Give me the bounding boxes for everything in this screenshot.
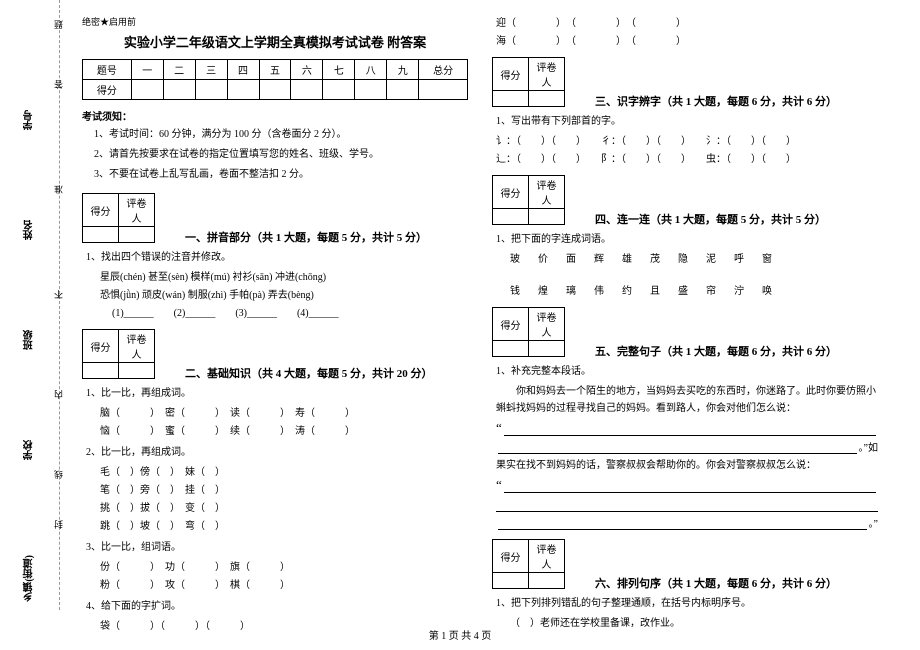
q2-row: 跳（ ）坡（ ） 弯（ ） bbox=[100, 518, 468, 536]
page-footer: 第 1 页 共 4 页 bbox=[0, 627, 920, 642]
quote-line: “ bbox=[496, 477, 878, 493]
score-box: 得分评卷人 bbox=[492, 307, 565, 357]
score-row-label: 得分 bbox=[83, 80, 132, 100]
binding-mark: 内 bbox=[52, 390, 65, 399]
q5-body2: 果实在找不到妈妈的话，警察叔叔会帮助你的。你会对警察叔叔怎么说： bbox=[496, 457, 878, 474]
secret-label: 绝密★启用前 bbox=[82, 15, 468, 28]
q2-row: 恼（ ） 蜜（ ） 续（ ） 涛（ ） bbox=[100, 423, 468, 441]
binding-mark: 封 bbox=[52, 520, 65, 529]
binding-mark: 线 bbox=[52, 470, 65, 479]
score-header: 总分 bbox=[419, 60, 468, 80]
q1-line: 恐惧(jǜn) 顽皮(wán) 制服(zhì) 手帕(pà) 弄去(bèng) bbox=[100, 287, 468, 305]
score-header: 一 bbox=[131, 60, 163, 80]
score-box: 得分评卷人 bbox=[492, 539, 565, 589]
score-header: 题号 bbox=[83, 60, 132, 80]
top-row: 海（ ） （ ） （ ） bbox=[496, 33, 878, 51]
binding-mark: 不 bbox=[52, 290, 65, 299]
q4-head: 1、把下面的字连成词语。 bbox=[496, 231, 878, 248]
left-column: 绝密★启用前 实验小学二年级语文上学期全真模拟考试试卷 附答案 题号 一 二 三… bbox=[70, 15, 480, 610]
notice-item: 2、请首先按要求在试卷的指定位置填写您的姓名、班级、学号。 bbox=[94, 147, 468, 163]
q3-head: 1、写出带有下列部首的字。 bbox=[496, 113, 878, 130]
score-header: 六 bbox=[291, 60, 323, 80]
q4-row1: 玻价面辉雄茂隐泥呼窗 bbox=[510, 251, 878, 269]
q2-h2: 2、比一比，再组成词。 bbox=[86, 444, 468, 461]
score-cell bbox=[131, 80, 163, 100]
top-row: 迎（ ） （ ） （ ） bbox=[496, 15, 878, 33]
binding-area: 乡镇(街道) 学校 班级 姓名 学号 封 线 内 不 准 答 题 bbox=[20, 0, 60, 610]
binding-label: 乡镇(街道) bbox=[22, 555, 37, 602]
score-header: 二 bbox=[163, 60, 195, 80]
page-content: 绝密★启用前 实验小学二年级语文上学期全真模拟考试试卷 附答案 题号 一 二 三… bbox=[0, 0, 920, 610]
q5-body: 你和妈妈去一个陌生的地方，当妈妈去买吃的东西时，你迷路了。此时你要仿照小蝌蚪找妈… bbox=[496, 383, 878, 417]
q2-h3: 3、比一比，组词语。 bbox=[86, 539, 468, 556]
q2-row: 笔（ ）旁（ ） 挂（ ） bbox=[100, 482, 468, 500]
binding-mark: 准 bbox=[52, 185, 65, 194]
score-box: 得分评卷人 bbox=[82, 193, 155, 243]
q2-row: 粉（ ） 攻（ ） 棋（ ） bbox=[100, 577, 468, 595]
q2-row: 份（ ） 功（ ） 旗（ ） bbox=[100, 559, 468, 577]
q2-row: 毛（ ）傍（ ） 妹（ ） bbox=[100, 464, 468, 482]
q3-line: 讠：（ ）（ ） 彳：（ ）（ ） 氵：（ ）（ ） bbox=[496, 133, 878, 151]
q1-line: 星辰(chén) 甚至(sèn) 模样(mú) 衬衫(sān) 冲进(chōng… bbox=[100, 269, 468, 287]
q6-head: 1、把下列排列错乱的句子整理通顺，在括号内标明序号。 bbox=[496, 595, 878, 612]
section-title-6: 六、排列句序（共 1 大题，每题 6 分，共计 6 分） bbox=[595, 575, 837, 591]
score-box: 得分评卷人 bbox=[492, 175, 565, 225]
exam-title: 实验小学二年级语文上学期全真模拟考试试卷 附答案 bbox=[82, 32, 468, 51]
score-header: 四 bbox=[227, 60, 259, 80]
q2-h1: 1、比一比，再组成词。 bbox=[86, 385, 468, 402]
binding-label: 班级 bbox=[22, 330, 37, 350]
q2-row: 挑（ ）拔（ ） 变（ ） bbox=[100, 500, 468, 518]
section-title-1: 一、拼音部分（共 1 大题，每题 5 分，共计 5 分） bbox=[185, 229, 427, 245]
q2-h4: 4、给下面的字扩词。 bbox=[86, 598, 468, 615]
q1-head: 1、找出四个错误的注音并修改。 bbox=[86, 249, 468, 266]
notice-item: 1、考试时间：60 分钟，满分为 100 分（含卷面分 2 分）。 bbox=[94, 127, 468, 143]
q3-line: 辶：（ ）（ ） 阝：（ ）（ ） 虫：（ ）（ ） bbox=[496, 151, 878, 169]
binding-mark: 答 bbox=[52, 80, 65, 89]
score-header: 八 bbox=[355, 60, 387, 80]
score-header: 三 bbox=[195, 60, 227, 80]
score-box: 得分评卷人 bbox=[492, 57, 565, 107]
q4-row2: 钱煌璃伟约且盛帘泞唤 bbox=[510, 283, 878, 301]
score-header: 七 bbox=[323, 60, 355, 80]
q1-blanks: (1)______ (2)______ (3)______ (4)______ bbox=[112, 305, 468, 323]
section-title-4: 四、连一连（共 1 大题，每题 5 分，共计 5 分） bbox=[595, 211, 826, 227]
score-header: 五 bbox=[259, 60, 291, 80]
score-header: 九 bbox=[387, 60, 419, 80]
right-column: 迎（ ） （ ） （ ） 海（ ） （ ） （ ） 得分评卷人 三、识字辨字（共… bbox=[480, 15, 890, 610]
binding-label: 学校 bbox=[22, 440, 37, 460]
notice-head: 考试须知： bbox=[82, 108, 468, 123]
quote-line: 。”如 bbox=[496, 439, 878, 454]
q2-row: 脑（ ） 密（ ） 读（ ） 寿（ ） bbox=[100, 405, 468, 423]
score-table: 题号 一 二 三 四 五 六 七 八 九 总分 得分 bbox=[82, 59, 468, 100]
section-title-3: 三、识字辨字（共 1 大题，每题 6 分，共计 6 分） bbox=[595, 93, 837, 109]
binding-mark: 题 bbox=[52, 20, 65, 29]
quote-line: “ bbox=[496, 420, 878, 436]
quote-line: 。” bbox=[496, 515, 878, 530]
blank-line bbox=[496, 496, 878, 512]
binding-label: 学号 bbox=[22, 110, 37, 130]
q5-head: 1、补充完整本段话。 bbox=[496, 363, 878, 380]
binding-label: 姓名 bbox=[22, 220, 37, 240]
section-title-2: 二、基础知识（共 4 大题，每题 5 分，共计 20 分） bbox=[185, 365, 433, 381]
section-title-5: 五、完整句子（共 1 大题，每题 6 分，共计 6 分） bbox=[595, 343, 837, 359]
score-box: 得分评卷人 bbox=[82, 329, 155, 379]
notice-item: 3、不要在试卷上乱写乱画，卷面不整洁扣 2 分。 bbox=[94, 167, 468, 183]
